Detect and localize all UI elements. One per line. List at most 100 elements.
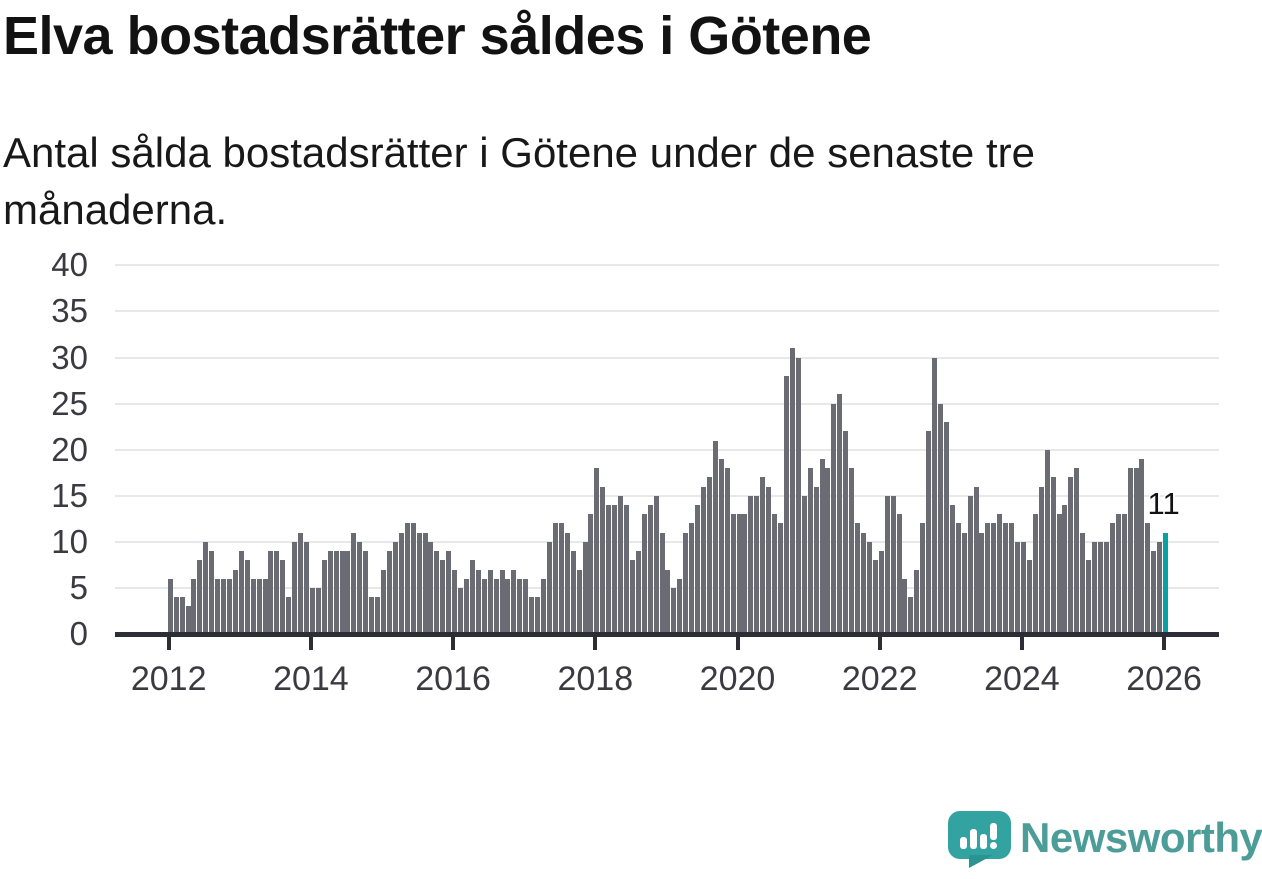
bar [736, 514, 742, 634]
bar [860, 532, 866, 634]
bar [855, 523, 860, 634]
y-tick-label: 0 [69, 615, 88, 652]
bar [647, 505, 653, 634]
bar [552, 523, 558, 634]
bar [535, 597, 540, 634]
x-tick-label: 2018 [557, 660, 634, 698]
bar [612, 505, 618, 634]
x-axis-line [115, 631, 1219, 637]
gridline [115, 540, 1219, 543]
bar [594, 468, 600, 634]
bar [375, 597, 381, 634]
x-tick-label: 2012 [130, 660, 207, 698]
bar [404, 523, 410, 634]
bar [286, 597, 292, 634]
y-tick-label: 35 [51, 292, 88, 330]
x-tick-label: 2016 [415, 660, 491, 698]
bar-chart: 0 5 10 15 20 25 30 35 40 2012 2014 2016 2018 2020 2022… [51, 246, 1219, 698]
y-tick-label: 5 [69, 568, 88, 606]
gridline [115, 356, 1219, 359]
bar [1056, 514, 1062, 634]
bar [819, 458, 825, 634]
x-tick-mark [1019, 636, 1024, 650]
bar [493, 578, 499, 634]
bar [665, 569, 671, 634]
bar [422, 532, 428, 634]
bar [866, 541, 872, 635]
bar [801, 495, 807, 634]
newsworthy-branding: Newsworthy [948, 808, 1262, 870]
logo-exclamation-dot-icon [990, 842, 997, 849]
bar [197, 560, 203, 634]
bar [1020, 541, 1026, 635]
x-tick-label: 2020 [699, 660, 776, 698]
logo-chart-bar-icon [980, 834, 987, 849]
x-tick-label: 2026 [1126, 660, 1202, 698]
bar [452, 569, 458, 634]
x-tick-mark [1162, 636, 1167, 650]
bar [730, 514, 736, 634]
highlight-bar [1163, 532, 1169, 634]
bar [914, 569, 920, 634]
bar [517, 578, 523, 634]
bar [973, 486, 979, 634]
bar [244, 560, 250, 634]
bar [760, 477, 766, 634]
bar [321, 560, 327, 634]
bar [268, 551, 274, 634]
bar [582, 541, 588, 635]
bar [381, 569, 386, 634]
bar [298, 532, 303, 634]
bar [191, 578, 197, 634]
bar [1109, 523, 1115, 634]
x-tick-mark [451, 636, 456, 650]
bar [635, 551, 641, 634]
bar [1080, 532, 1086, 634]
bar [410, 523, 416, 634]
bar [250, 578, 256, 634]
bar [1151, 551, 1157, 634]
bar [469, 560, 475, 634]
bar [695, 505, 700, 634]
bar [748, 495, 754, 634]
bar [304, 541, 309, 635]
bar [884, 495, 890, 634]
bar [623, 505, 629, 634]
bar [256, 578, 262, 634]
bar [778, 523, 783, 634]
bar [600, 486, 606, 634]
x-tick-mark [877, 636, 882, 650]
bar [576, 569, 582, 634]
bar [902, 578, 908, 634]
bar [949, 505, 955, 634]
bar [1139, 458, 1145, 634]
bar [1074, 468, 1080, 634]
bar [943, 422, 949, 634]
bar [1044, 449, 1050, 634]
bar [345, 551, 351, 634]
bar [849, 468, 855, 634]
bar [932, 357, 937, 634]
bar [1003, 523, 1009, 634]
chart-subtitle: Antal sålda bostadsrätter i Götene under… [3, 129, 1035, 233]
bar [339, 551, 345, 634]
y-tick-label: 15 [51, 476, 88, 514]
bar [475, 569, 481, 634]
bar [351, 532, 357, 634]
bar [398, 532, 404, 634]
logo-chart-bar-icon [970, 829, 977, 849]
y-tick-label: 20 [51, 430, 88, 468]
bar [1121, 514, 1127, 634]
bar [724, 468, 730, 634]
bar [878, 551, 884, 634]
bar [315, 587, 321, 634]
bar [955, 523, 961, 634]
bar [689, 523, 695, 634]
bar [1009, 523, 1014, 634]
bar [505, 578, 511, 634]
bar [167, 578, 173, 634]
y-tick-label: 40 [51, 246, 88, 284]
bar [386, 551, 392, 634]
bar [1062, 505, 1068, 634]
latest-value-label: 11 [1147, 485, 1180, 521]
